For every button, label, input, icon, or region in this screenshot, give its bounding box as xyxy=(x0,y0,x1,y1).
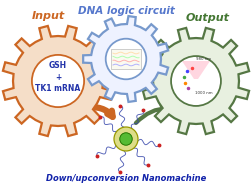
Text: GSH
+
TK1 mRNA: GSH + TK1 mRNA xyxy=(35,61,81,93)
Circle shape xyxy=(171,56,221,106)
Circle shape xyxy=(106,39,146,79)
Circle shape xyxy=(120,133,132,145)
Text: Input: Input xyxy=(32,11,65,21)
Circle shape xyxy=(32,55,84,107)
Text: Output: Output xyxy=(186,13,230,23)
Polygon shape xyxy=(3,26,113,136)
Text: 1000 nm: 1000 nm xyxy=(195,91,213,95)
Circle shape xyxy=(114,127,138,151)
Text: DNA logic circuit: DNA logic circuit xyxy=(78,6,174,16)
Polygon shape xyxy=(83,16,168,102)
FancyBboxPatch shape xyxy=(111,49,141,69)
Text: Down/upconversion Nanomachine: Down/upconversion Nanomachine xyxy=(46,174,206,183)
Polygon shape xyxy=(143,28,249,134)
Text: 980 nm: 980 nm xyxy=(197,57,212,61)
Polygon shape xyxy=(182,61,210,79)
